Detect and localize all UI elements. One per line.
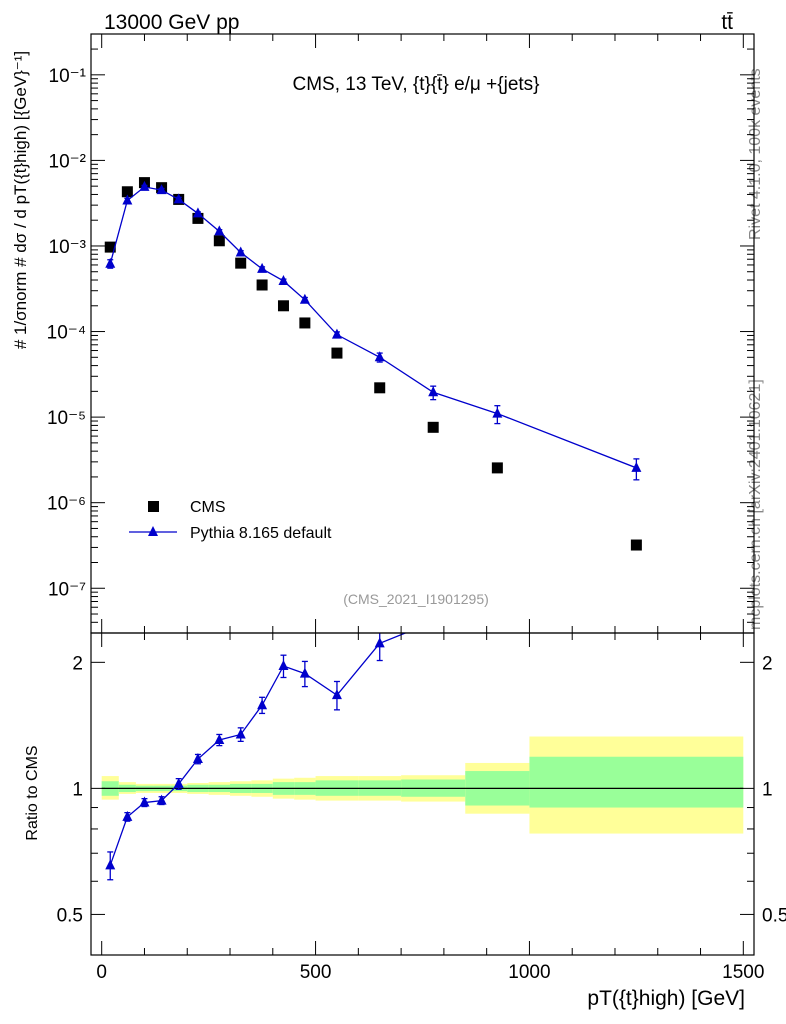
pythia-point (105, 257, 116, 268)
cms-point (299, 317, 311, 329)
ratio-point (374, 637, 385, 648)
main-y-tick-label: 10⁻³ (49, 237, 87, 258)
legend: CMS Pythia 8.165 default (129, 499, 332, 542)
legend-marker-pythia (148, 526, 158, 536)
main-y-tick-label: 10⁻¹ (49, 66, 87, 87)
legend-marker-cms (148, 501, 159, 512)
ratio-y-tick-label-right: 2 (762, 653, 773, 674)
ratio-line (109, 633, 408, 866)
ratio-point (428, 616, 438, 626)
cms-point (121, 186, 133, 198)
pythia-point (331, 328, 342, 339)
header-right: tt̄ (721, 11, 733, 34)
ratio-point (173, 777, 184, 788)
pythia-line (109, 186, 637, 469)
main-frame (90, 33, 755, 634)
ratio-point (139, 796, 150, 807)
ratio-point (257, 699, 268, 710)
cms-point (630, 539, 642, 551)
watermark: (CMS_2021_I1901295) (343, 591, 489, 607)
ratio-axis-ticks: 0.5 0.5 1 1 2 2 0 500 1000 1500 (57, 633, 786, 983)
ratio-point (192, 753, 203, 764)
ratio-data-marks (105, 616, 438, 881)
ratio-point (214, 733, 225, 744)
ratio-y-tick-label: 2 (72, 653, 83, 674)
ratio-point (331, 689, 342, 700)
cms-point (256, 279, 268, 291)
ratio-point (156, 794, 167, 805)
pythia-point (214, 225, 225, 236)
ratio-y-tick-label-right: 0.5 (762, 905, 786, 926)
main-data-marks (104, 177, 642, 551)
main-y-tick-label: 10⁻⁶ (47, 494, 86, 515)
x-tick-label: 0 (96, 962, 107, 983)
ratio-band-inner (529, 756, 744, 808)
main-panel: 10⁻⁷ 10⁻⁶ 10⁻⁵ 10⁻⁴ 10⁻³ 10⁻² 10⁻¹ CMS, 13 TeV… (11, 33, 755, 634)
cms-point (213, 235, 225, 247)
ratio-point (122, 810, 133, 821)
legend-label-cms: CMS (190, 499, 226, 516)
pythia-point (139, 180, 150, 191)
main-y-tick-label: 10⁻² (49, 151, 87, 172)
x-tick-label: 1000 (508, 962, 550, 983)
rivet-label: Rivet 4.1.0, 100k events (747, 68, 764, 240)
main-title: CMS, 13 TeV, {t}{t̄} e/μ +{jets} (292, 74, 539, 95)
cms-point (104, 241, 116, 253)
cms-point (331, 347, 343, 359)
pythia-point (156, 184, 167, 195)
pythia-point (299, 293, 310, 304)
pythia-point (492, 407, 503, 418)
ratio-point (235, 728, 246, 739)
ratio-y-label: Ratio to CMS (24, 745, 41, 840)
cms-point (235, 257, 247, 269)
main-axis-ticks: 10⁻⁷ 10⁻⁶ 10⁻⁵ 10⁻⁴ 10⁻³ 10⁻² 10⁻¹ (47, 34, 754, 634)
pythia-point (257, 262, 268, 273)
cms-point (491, 462, 503, 474)
x-axis-label: pT({t}high) [GeV] (587, 987, 745, 1010)
x-tick-label: 1500 (722, 962, 764, 983)
pythia-point (428, 386, 439, 397)
pythia-point (374, 351, 385, 362)
cms-point (427, 421, 439, 433)
main-y-tick-label: 10⁻⁴ (47, 323, 86, 344)
ratio-y-tick-label-right: 1 (762, 779, 773, 800)
x-tick-label: 500 (300, 962, 332, 983)
pythia-point (122, 194, 133, 205)
cms-point (277, 300, 289, 312)
ratio-uncertainty-bands (101, 736, 744, 834)
ratio-y-tick-label: 1 (72, 779, 83, 800)
ratio-frame (90, 632, 755, 956)
pythia-point (278, 274, 289, 285)
ratio-point (105, 859, 116, 870)
ratio-point (299, 667, 310, 678)
pythia-point (235, 246, 246, 257)
ratio-panel: 0.5 0.5 1 1 2 2 0 500 1000 1500 Ratio to CMS pT({… (24, 616, 786, 1010)
legend-label-pythia: Pythia 8.165 default (190, 525, 332, 542)
mcplots-label: mcplots.cern.ch [arXiv:2401.10621] (747, 379, 764, 630)
cms-point (192, 212, 204, 224)
main-y-tick-label: 10⁻⁵ (47, 408, 86, 429)
header-left: 13000 GeV pp (104, 11, 239, 34)
main-y-tick-label: 10⁻⁷ (48, 579, 86, 600)
ratio-point (278, 660, 289, 671)
pythia-point (173, 193, 184, 204)
ratio-y-tick-label: 0.5 (57, 905, 83, 926)
cms-point (374, 382, 386, 394)
pythia-point (192, 207, 203, 218)
main-y-label: # 1/σnorm # dσ / d pT({t}high) [{GeV}⁻¹] (11, 51, 30, 349)
pythia-point (631, 461, 642, 472)
